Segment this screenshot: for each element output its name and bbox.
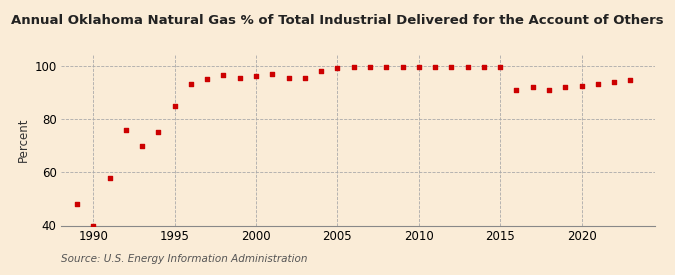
Point	[413, 65, 424, 69]
Point	[576, 83, 587, 88]
Point	[593, 82, 603, 87]
Point	[137, 143, 148, 148]
Point	[625, 78, 636, 82]
Point	[104, 175, 115, 180]
Point	[169, 103, 180, 108]
Point	[462, 65, 473, 69]
Point	[332, 66, 343, 70]
Point	[284, 75, 294, 80]
Point	[316, 69, 327, 73]
Point	[88, 223, 99, 228]
Y-axis label: Percent: Percent	[17, 118, 30, 163]
Point	[300, 75, 310, 80]
Point	[560, 85, 570, 89]
Point	[153, 130, 164, 134]
Point	[202, 77, 213, 81]
Text: Annual Oklahoma Natural Gas % of Total Industrial Delivered for the Account of O: Annual Oklahoma Natural Gas % of Total I…	[11, 14, 664, 27]
Point	[511, 87, 522, 92]
Point	[479, 65, 489, 69]
Point	[543, 87, 554, 92]
Point	[218, 73, 229, 77]
Point	[430, 65, 441, 69]
Point	[348, 65, 359, 69]
Point	[381, 65, 392, 69]
Point	[495, 65, 506, 69]
Point	[609, 79, 620, 84]
Text: Source: U.S. Energy Information Administration: Source: U.S. Energy Information Administ…	[61, 254, 307, 264]
Point	[446, 65, 457, 69]
Point	[364, 65, 375, 69]
Point	[397, 65, 408, 69]
Point	[250, 74, 261, 79]
Point	[72, 202, 82, 206]
Point	[527, 85, 538, 89]
Point	[186, 82, 196, 87]
Point	[120, 127, 131, 132]
Point	[234, 75, 245, 80]
Point	[267, 72, 277, 76]
